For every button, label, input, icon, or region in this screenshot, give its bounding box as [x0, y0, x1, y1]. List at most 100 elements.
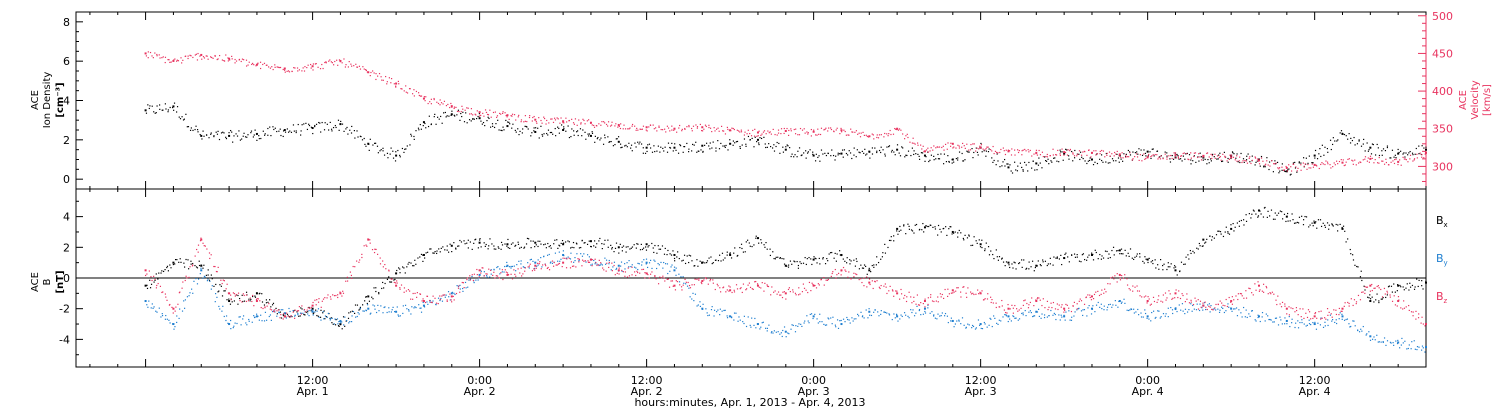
data-point: [1361, 291, 1363, 293]
data-point: [981, 328, 984, 330]
data-point: [1274, 160, 1276, 162]
data-point: [569, 267, 572, 269]
data-point: [1244, 159, 1246, 162]
data-point: [364, 300, 366, 302]
data-point: [631, 150, 633, 152]
data-point: [311, 310, 314, 313]
data-point: [1228, 158, 1230, 160]
data-point: [733, 291, 736, 293]
data-point: [880, 284, 882, 287]
data-point: [672, 285, 674, 287]
data-point: [348, 60, 350, 63]
data-point: [412, 265, 414, 267]
data-point: [696, 305, 698, 307]
data-point: [900, 229, 902, 231]
data-point: [951, 162, 953, 164]
data-point: [562, 253, 565, 256]
data-point: [771, 147, 774, 149]
data-point: [1174, 266, 1177, 268]
data-point: [873, 264, 875, 266]
data-point: [1067, 149, 1069, 151]
data-point: [589, 134, 592, 137]
data-point: [1157, 158, 1159, 160]
data-point: [395, 284, 398, 287]
data-point: [1156, 150, 1159, 152]
data-point: [1421, 285, 1423, 287]
data-point: [514, 245, 516, 247]
data-point: [910, 296, 912, 298]
data-point: [1154, 259, 1156, 261]
data-point: [1249, 288, 1251, 290]
data-point: [1139, 295, 1141, 297]
data-point: [1240, 219, 1242, 222]
data-point: [192, 262, 194, 265]
data-point: [1225, 226, 1227, 228]
data-point: [1184, 308, 1187, 310]
data-point: [313, 312, 315, 314]
data-point: [271, 310, 274, 313]
data-point: [1082, 151, 1084, 153]
data-point: [1260, 155, 1263, 158]
data-point: [356, 304, 359, 306]
data-point: [315, 309, 317, 311]
data-point: [666, 263, 669, 265]
data-point: [1313, 163, 1316, 166]
data-point: [688, 287, 690, 289]
data-point: [1088, 149, 1090, 151]
data-point: [210, 133, 212, 135]
data-point: [321, 300, 323, 302]
data-point: [349, 129, 351, 131]
data-point: [1281, 169, 1283, 171]
data-point: [1181, 160, 1183, 162]
data-point: [610, 140, 612, 143]
data-point: [236, 293, 238, 296]
data-point: [576, 131, 578, 133]
data-point: [1378, 301, 1380, 304]
data-point: [293, 67, 295, 69]
data-point: [336, 318, 339, 320]
data-point: [530, 258, 533, 260]
data-point: [703, 279, 705, 281]
data-point: [513, 265, 515, 267]
data-point: [1232, 152, 1234, 154]
data-point: [1326, 308, 1329, 310]
data-point: [1378, 300, 1380, 302]
data-point: [1198, 160, 1200, 162]
data-point: [996, 256, 998, 258]
data-point: [888, 145, 891, 147]
data-point: [987, 151, 990, 153]
data-point: [1104, 156, 1106, 158]
data-point: [654, 260, 656, 262]
data-point: [1268, 161, 1271, 163]
data-point: [1374, 339, 1376, 341]
data-point: [531, 132, 533, 134]
data-point: [1238, 309, 1240, 311]
data-point: [506, 264, 509, 267]
data-point: [688, 261, 690, 264]
data-point: [1236, 160, 1238, 162]
data-point: [566, 121, 568, 123]
data-point: [322, 312, 324, 314]
data-point: [581, 135, 583, 137]
data-point: [268, 315, 270, 318]
data-point: [830, 128, 833, 131]
data-point: [627, 267, 629, 269]
data-point: [950, 142, 952, 144]
data-point: [1134, 152, 1136, 154]
data-point: [1058, 161, 1060, 163]
data-point: [354, 137, 356, 139]
data-point: [1108, 304, 1110, 306]
data-point: [513, 269, 515, 271]
data-point: [1109, 162, 1111, 164]
data-point: [1005, 315, 1008, 317]
data-point: [594, 141, 596, 143]
data-point: [519, 247, 521, 249]
data-point: [673, 129, 675, 131]
data-point: [1059, 149, 1061, 151]
data-point: [878, 315, 880, 317]
data-point: [480, 120, 482, 122]
data-point: [511, 115, 513, 117]
data-point: [346, 276, 349, 278]
data-point: [260, 137, 262, 140]
data-point: [217, 291, 219, 293]
